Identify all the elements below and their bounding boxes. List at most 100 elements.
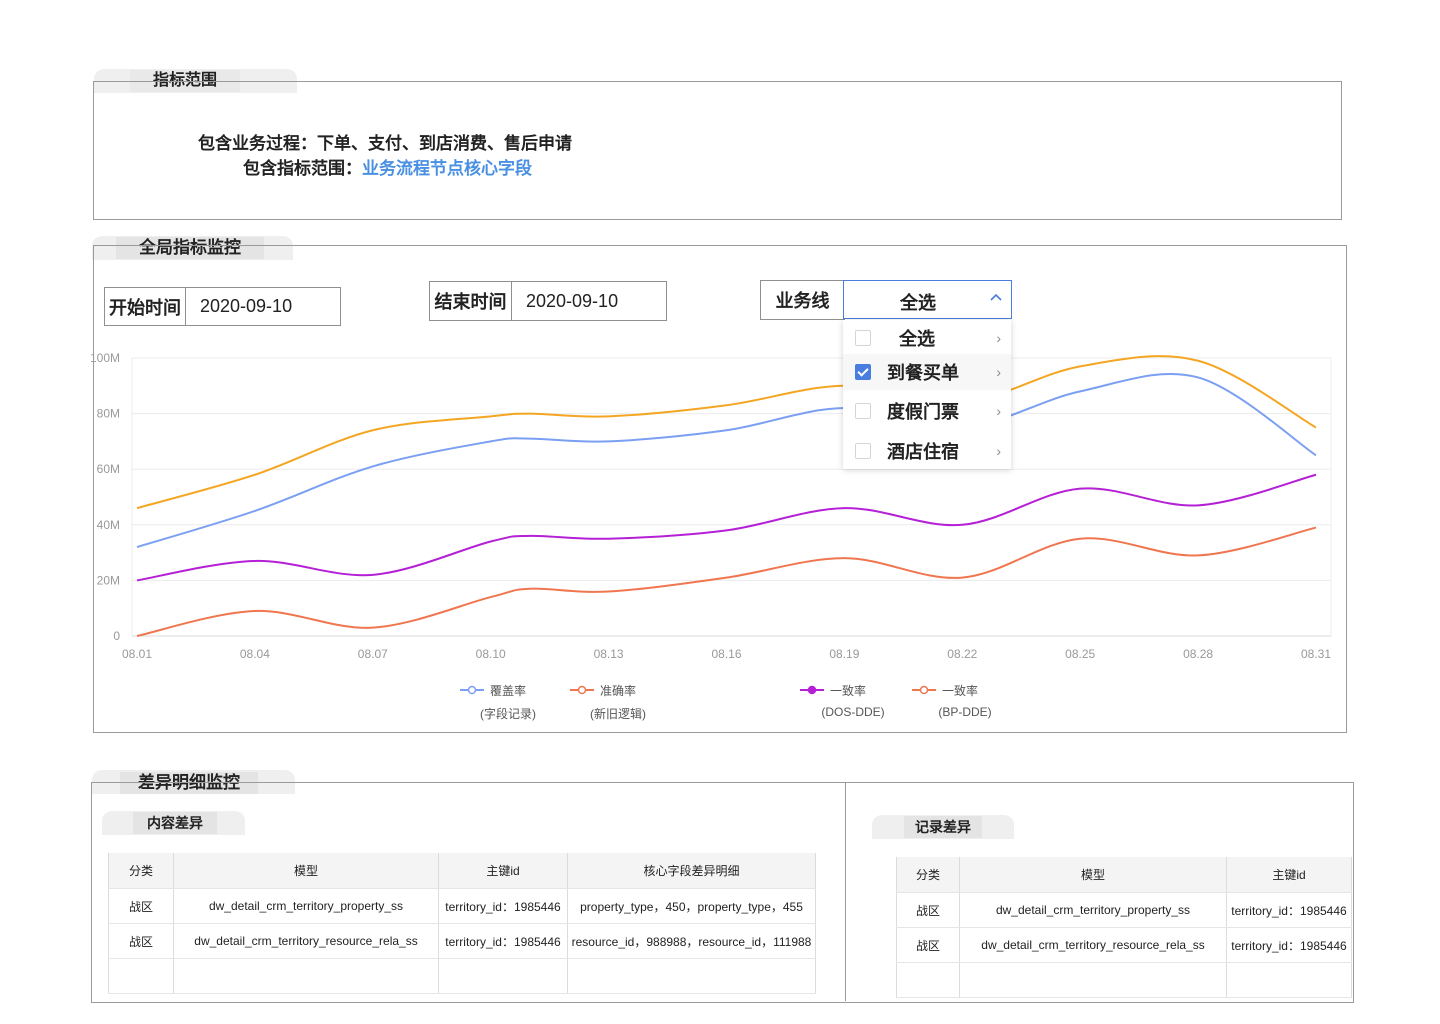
series-line-1	[136, 355, 1317, 510]
y-tick-label: 40M	[97, 518, 120, 532]
legend-sub: (新旧逻辑)	[590, 707, 646, 721]
cell	[567, 958, 816, 994]
col-header: 分类	[896, 857, 960, 893]
biz-line-label: 业务线	[775, 291, 830, 311]
content-diff-table: 分类 模型 主键id 核心字段差异明细 战区 dw_detail_crm_ter…	[108, 853, 816, 994]
cell: 战区	[896, 927, 960, 963]
legend-line-icon	[912, 685, 936, 695]
dropdown-item-jiudian[interactable]: 酒店住宿 ›	[843, 433, 1011, 469]
x-tick-label: 08.31	[1301, 647, 1331, 661]
table-row[interactable]: 战区 dw_detail_crm_territory_property_ss t…	[108, 888, 816, 924]
line-chart: 0 20M 40M 60M 80M 100M 08.01 08.04 08.07 08.10 08.…	[90, 351, 1332, 661]
dropdown-item-all[interactable]: 全选 ›	[843, 320, 1011, 356]
monitor-panel	[93, 245, 1347, 733]
diff-divider	[845, 782, 846, 1001]
legend-sub: (DOS-DDE)	[821, 705, 885, 719]
legend-name: 一致率	[830, 684, 867, 698]
start-time-field[interactable]: 开始时间 2020-09-10	[104, 287, 341, 326]
table-row[interactable]	[108, 958, 816, 994]
dropdown-item-daocan[interactable]: 到餐买单 ›	[843, 354, 1011, 390]
cell: property_type，450，property_type，455	[567, 888, 816, 924]
x-tick-label: 08.19	[829, 647, 859, 661]
col-header: 分类	[108, 853, 174, 889]
chevron-right-icon: ›	[996, 443, 1001, 459]
chevron-right-icon: ›	[996, 364, 1001, 380]
dropdown-item-label: 酒店住宿	[887, 442, 959, 462]
scope-panel	[93, 81, 1342, 220]
col-header: 模型	[959, 857, 1227, 893]
col-header: 主键id	[438, 853, 568, 889]
cell: territory_id：1985446	[1226, 892, 1352, 928]
cell: dw_detail_crm_territory_resource_rela_ss	[959, 927, 1227, 963]
dropdown-item-dujia[interactable]: 度假门票 ›	[843, 393, 1011, 429]
plot-area	[131, 357, 1332, 637]
table-row[interactable]: 战区 dw_detail_crm_territory_resource_rela…	[108, 923, 816, 959]
legend-line-icon	[570, 685, 594, 695]
chevron-right-icon: ›	[996, 330, 1001, 346]
checkbox-checked-icon[interactable]	[855, 364, 871, 380]
record-diff-table: 分类 模型 主键id 战区 dw_detail_crm_territory_pr…	[896, 857, 1352, 998]
legend-item-accuracy[interactable]: 准确率 (新旧逻辑)	[568, 682, 668, 722]
x-tick-label: 08.10	[476, 647, 506, 661]
legend-line-icon	[800, 685, 824, 695]
legend-name: 一致率	[942, 684, 979, 698]
legend-item-coverage[interactable]: 覆盖率 (字段记录)	[458, 682, 558, 722]
cell: territory_id：1985446	[1226, 927, 1352, 963]
cell	[173, 958, 439, 994]
legend-sub: (字段记录)	[480, 707, 536, 721]
x-tick-label: 08.01	[122, 647, 152, 661]
col-header: 核心字段差异明细	[567, 853, 816, 889]
series-line-2	[136, 473, 1317, 582]
biz-line-dropdown: 全选 › 到餐买单 › 度假门票 › 酒店住宿 ›	[843, 320, 1011, 469]
checkbox-icon[interactable]	[855, 330, 871, 346]
y-tick-label: 80M	[97, 407, 120, 421]
cell: 战区	[108, 923, 174, 959]
legend-name: 准确率	[600, 684, 637, 698]
table-row[interactable]: 战区 dw_detail_crm_territory_resource_rela…	[896, 927, 1352, 963]
cell	[959, 962, 1227, 998]
start-time-value[interactable]: 2020-09-10	[200, 296, 293, 316]
record-diff-tab-title: 记录差异	[904, 816, 982, 838]
cell: dw_detail_crm_territory_property_ss	[959, 892, 1227, 928]
col-header: 主键id	[1226, 857, 1352, 893]
x-tick-label: 08.04	[240, 647, 270, 661]
diff-panel	[91, 782, 1354, 1003]
legend-line-icon	[460, 685, 484, 695]
cell: 战区	[108, 888, 174, 924]
col-header: 模型	[173, 853, 439, 889]
legend-item-dos-dde[interactable]: 一致率 (DOS-DDE)	[798, 682, 908, 719]
cell: dw_detail_crm_territory_property_ss	[173, 888, 439, 924]
content-diff-tab-title: 内容差异	[133, 812, 217, 834]
biz-line-selected: 全选	[900, 293, 936, 313]
end-time-field[interactable]: 结束时间 2020-09-10	[429, 281, 667, 321]
table-row[interactable]	[896, 962, 1352, 998]
biz-line-field: 业务线	[760, 280, 845, 320]
cell	[438, 958, 568, 994]
dropdown-item-label: 到餐买单	[887, 363, 959, 383]
x-tick-label: 08.22	[947, 647, 977, 661]
table-row[interactable]: 战区 dw_detail_crm_territory_property_ss t…	[896, 892, 1352, 928]
checkbox-icon[interactable]	[855, 403, 871, 419]
checkbox-icon[interactable]	[855, 443, 871, 459]
x-tick-label: 08.13	[594, 647, 624, 661]
series-line-0	[136, 372, 1317, 548]
dropdown-item-label: 度假门票	[887, 402, 959, 422]
legend-item-bp-dde[interactable]: 一致率 (BP-DDE)	[910, 682, 1020, 719]
table-header-row: 分类 模型 主键id	[896, 857, 1352, 893]
scope-line-2-prefix: 包含指标范围：	[243, 159, 362, 178]
chevron-right-icon: ›	[996, 403, 1001, 419]
end-time-value[interactable]: 2020-09-10	[526, 290, 619, 311]
start-time-label: 开始时间	[105, 288, 186, 325]
cell: territory_id：1985446	[438, 888, 568, 924]
y-tick-label: 100M	[90, 351, 120, 365]
scope-link[interactable]: 业务流程节点核心字段	[362, 159, 532, 178]
dropdown-item-label: 全选	[899, 329, 935, 349]
chevron-up-icon	[990, 293, 1002, 301]
biz-line-select[interactable]: 全选	[843, 280, 1012, 319]
y-tick-label: 20M	[97, 573, 120, 587]
x-tick-label: 08.16	[711, 647, 741, 661]
scope-line-2: 包含指标范围：业务流程节点核心字段	[243, 154, 532, 179]
cell	[108, 958, 174, 994]
cell	[1226, 962, 1352, 998]
cell: resource_id，988988，resource_id，111988	[567, 923, 816, 959]
